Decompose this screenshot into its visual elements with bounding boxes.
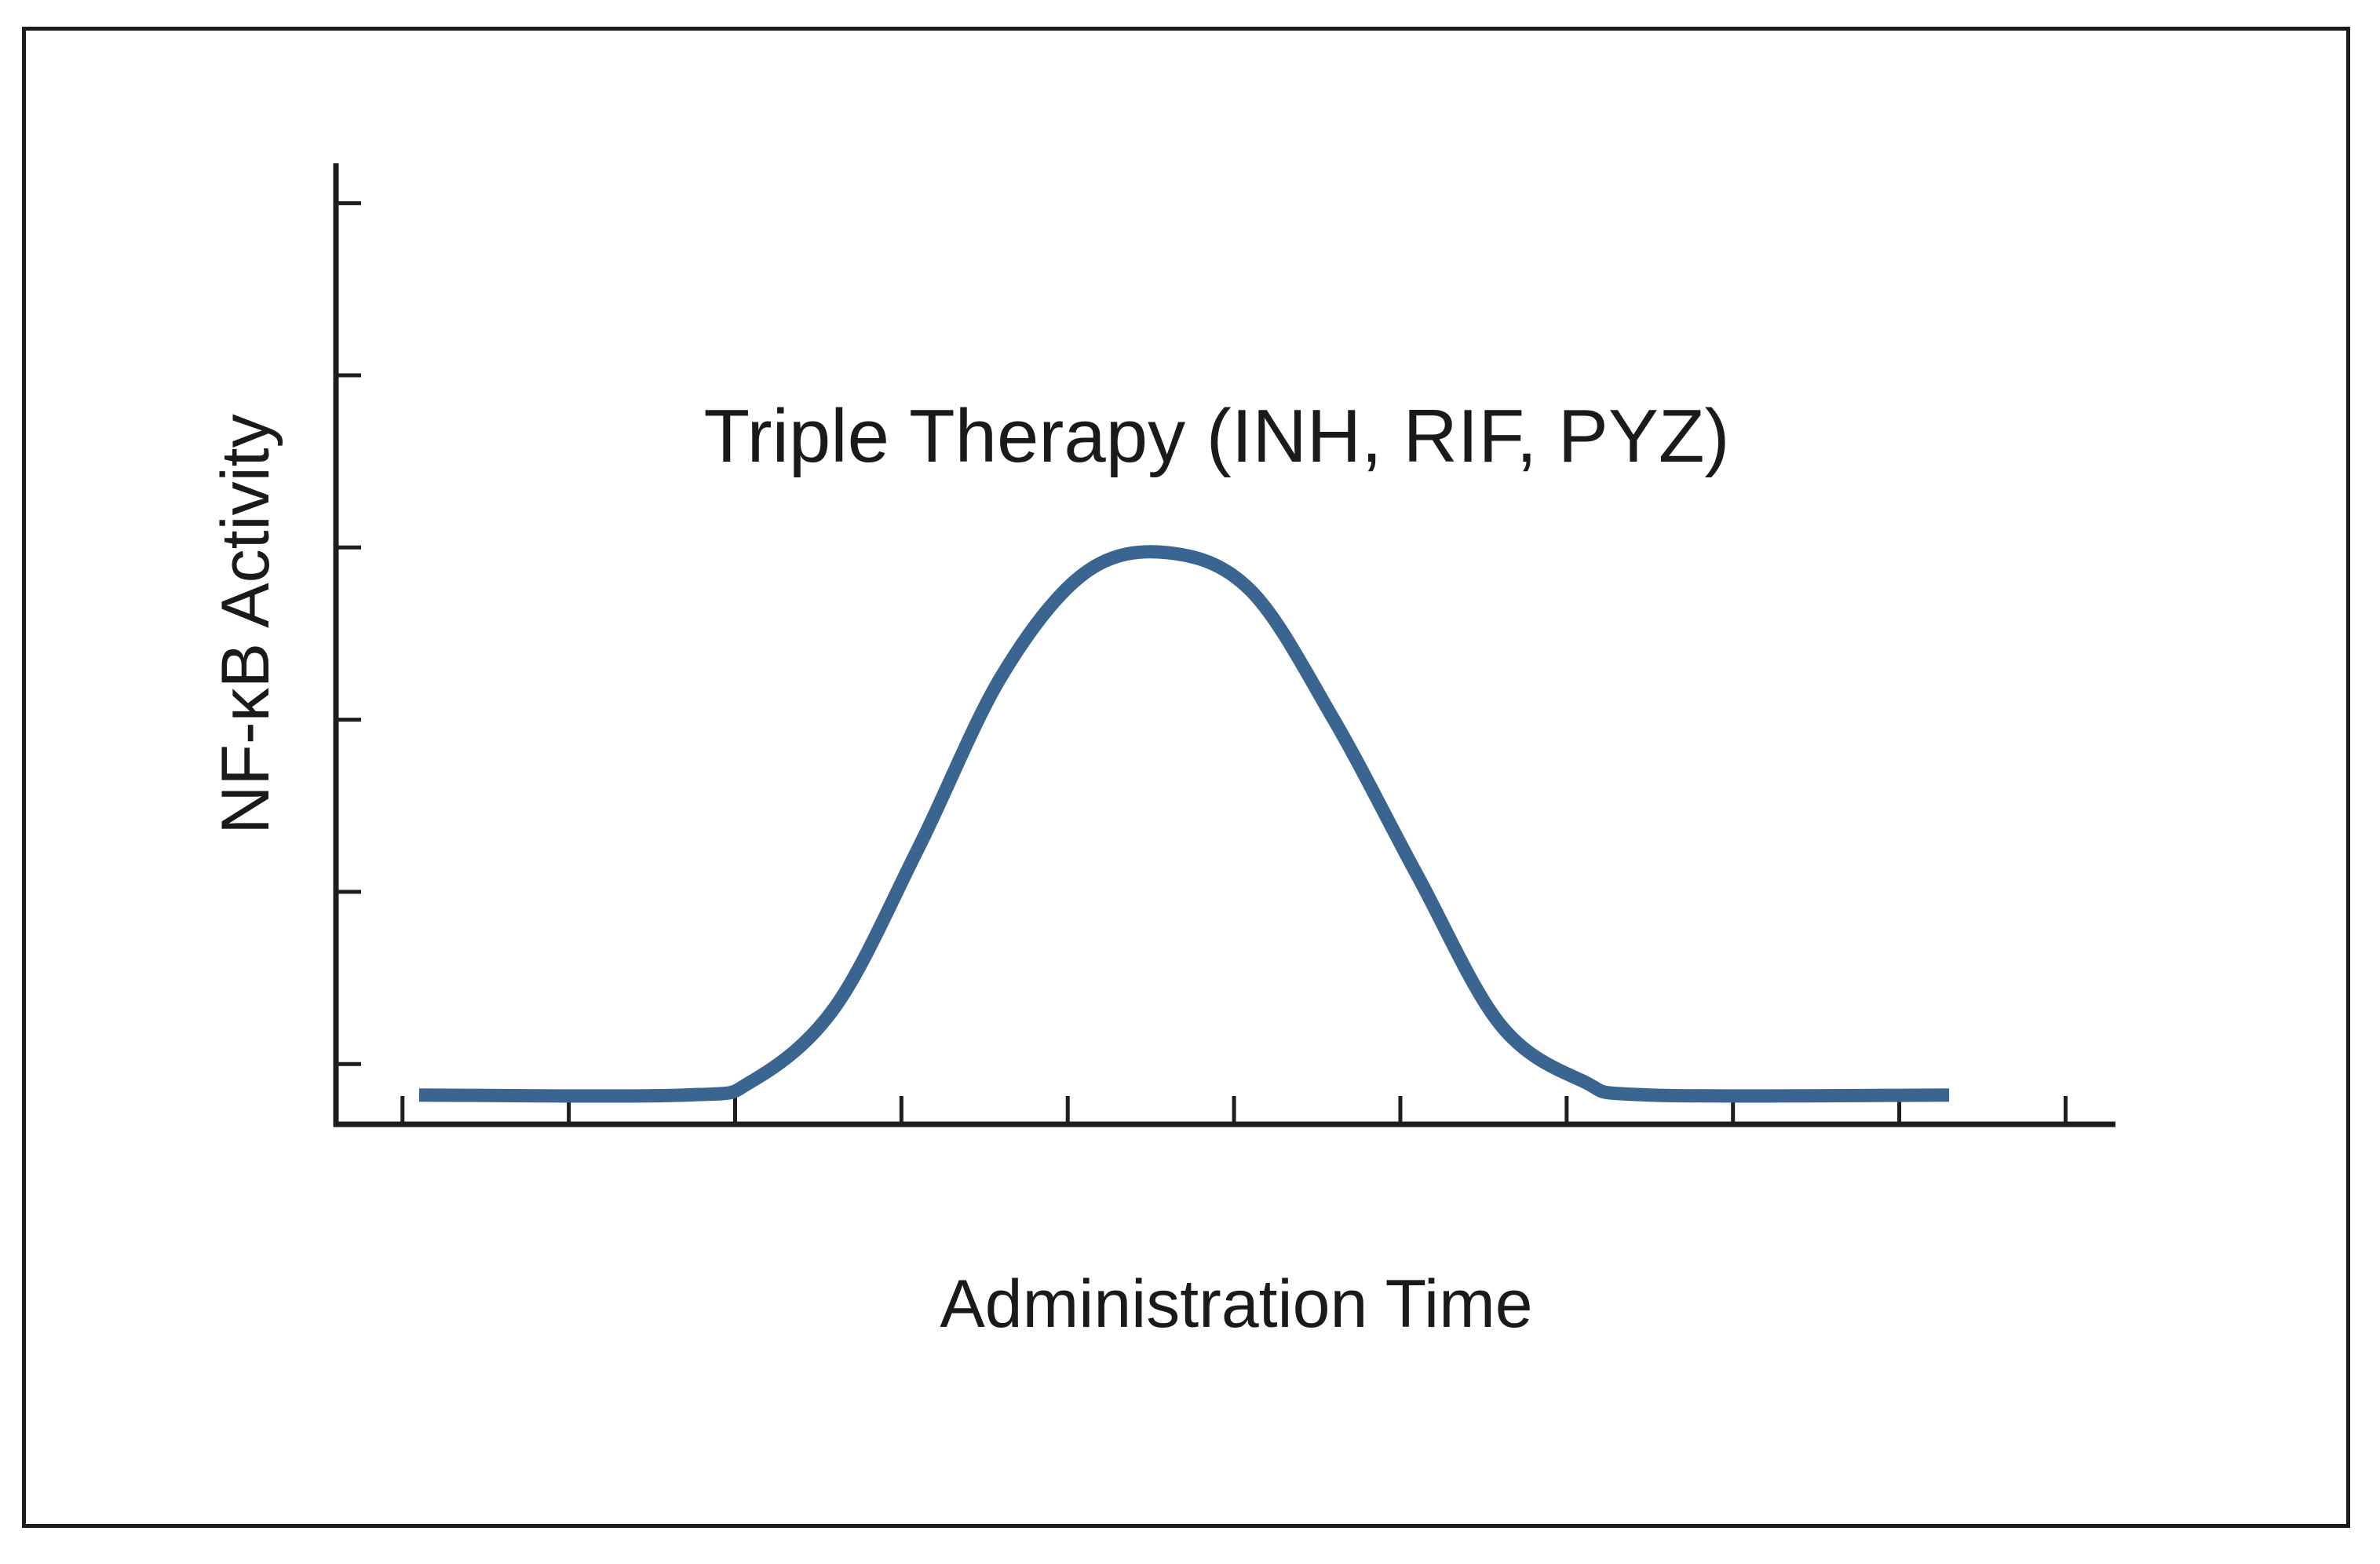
y-ticks [336, 201, 361, 1066]
figure-frame [22, 27, 2350, 1528]
chart-title: Triple Therapy (INH, RIF, PYZ) [704, 394, 1730, 478]
x-axis-label: Administration Time [940, 1266, 1532, 1342]
y-axis-label: NF-κB Activity [208, 414, 283, 834]
series-line [418, 545, 1950, 1103]
x-ticks [400, 1096, 2068, 1124]
axes [333, 163, 2115, 1127]
series-layer [418, 545, 1950, 1103]
